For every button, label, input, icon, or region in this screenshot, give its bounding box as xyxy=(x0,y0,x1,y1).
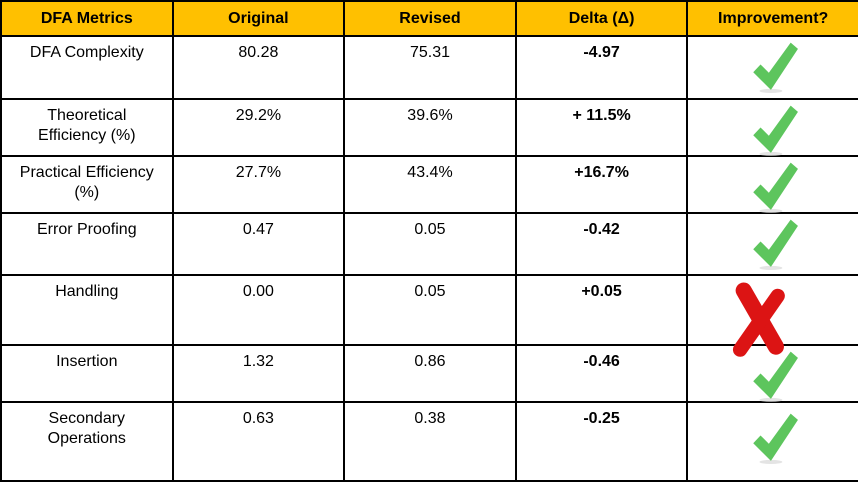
check-icon xyxy=(744,349,802,403)
improvement-cell xyxy=(686,98,858,157)
check-icon xyxy=(744,103,802,157)
improvement-cell xyxy=(686,274,858,357)
original-value: 0.00 xyxy=(171,274,346,346)
improvement-cell xyxy=(686,401,858,482)
column-header-dfa-metrics: DFA Metrics xyxy=(0,0,174,37)
table-row: DFA Complexity 80.28 75.31 -4.97 xyxy=(0,35,858,100)
table-row: Insertion 1.32 0.86 -0.46 xyxy=(0,344,858,403)
check-icon xyxy=(744,40,802,94)
revised-value: 0.38 xyxy=(343,401,517,482)
metric-label: Error Proofing xyxy=(0,212,174,276)
table-row: Handling 0.00 0.05 +0.05 xyxy=(0,274,858,357)
delta-value: -0.46 xyxy=(514,344,689,403)
table-row: Error Proofing 0.47 0.05 -0.42 xyxy=(0,212,858,276)
x-icon xyxy=(729,281,789,357)
check-icon xyxy=(744,411,802,465)
table-row: Theoretical Efficiency (%) 29.2% 39.6% +… xyxy=(0,98,858,157)
metric-label: Practical Efficiency (%) xyxy=(0,155,174,214)
revised-value: 39.6% xyxy=(343,98,517,157)
metric-label: Secondary Operations xyxy=(0,401,174,482)
column-header-improvement: Improvement? xyxy=(686,0,858,37)
improvement-cell xyxy=(686,344,858,403)
delta-value: +0.05 xyxy=(514,274,689,346)
revised-value: 0.86 xyxy=(343,344,517,403)
column-header-delta: Delta (Δ) xyxy=(514,0,689,37)
delta-value: -0.25 xyxy=(514,401,689,482)
metric-label: Theoretical Efficiency (%) xyxy=(0,98,174,157)
original-value: 29.2% xyxy=(171,98,346,157)
revised-value: 0.05 xyxy=(343,212,517,276)
column-header-revised: Revised xyxy=(343,0,517,37)
check-icon xyxy=(744,217,802,271)
original-value: 0.63 xyxy=(171,401,346,482)
metric-label: DFA Complexity xyxy=(0,35,174,100)
revised-value: 75.31 xyxy=(343,35,517,100)
metric-label: Insertion xyxy=(0,344,174,403)
table-row: Secondary Operations 0.63 0.38 -0.25 xyxy=(0,401,858,482)
improvement-cell xyxy=(686,155,858,214)
improvement-cell xyxy=(686,212,858,276)
column-header-original: Original xyxy=(171,0,346,37)
revised-value: 43.4% xyxy=(343,155,517,214)
original-value: 1.32 xyxy=(171,344,346,403)
header-row: DFA Metrics Original Revised Delta (Δ) I… xyxy=(0,0,858,37)
revised-value: 0.05 xyxy=(343,274,517,346)
check-icon xyxy=(744,160,802,214)
delta-value: -4.97 xyxy=(514,35,689,100)
original-value: 80.28 xyxy=(171,35,346,100)
delta-value: +16.7% xyxy=(514,155,689,214)
table-row: Practical Efficiency (%) 27.7% 43.4% +16… xyxy=(0,155,858,214)
original-value: 0.47 xyxy=(171,212,346,276)
improvement-cell xyxy=(686,35,858,100)
original-value: 27.7% xyxy=(171,155,346,214)
metric-label: Handling xyxy=(0,274,174,346)
delta-value: -0.42 xyxy=(514,212,689,276)
delta-value: + 11.5% xyxy=(514,98,689,157)
